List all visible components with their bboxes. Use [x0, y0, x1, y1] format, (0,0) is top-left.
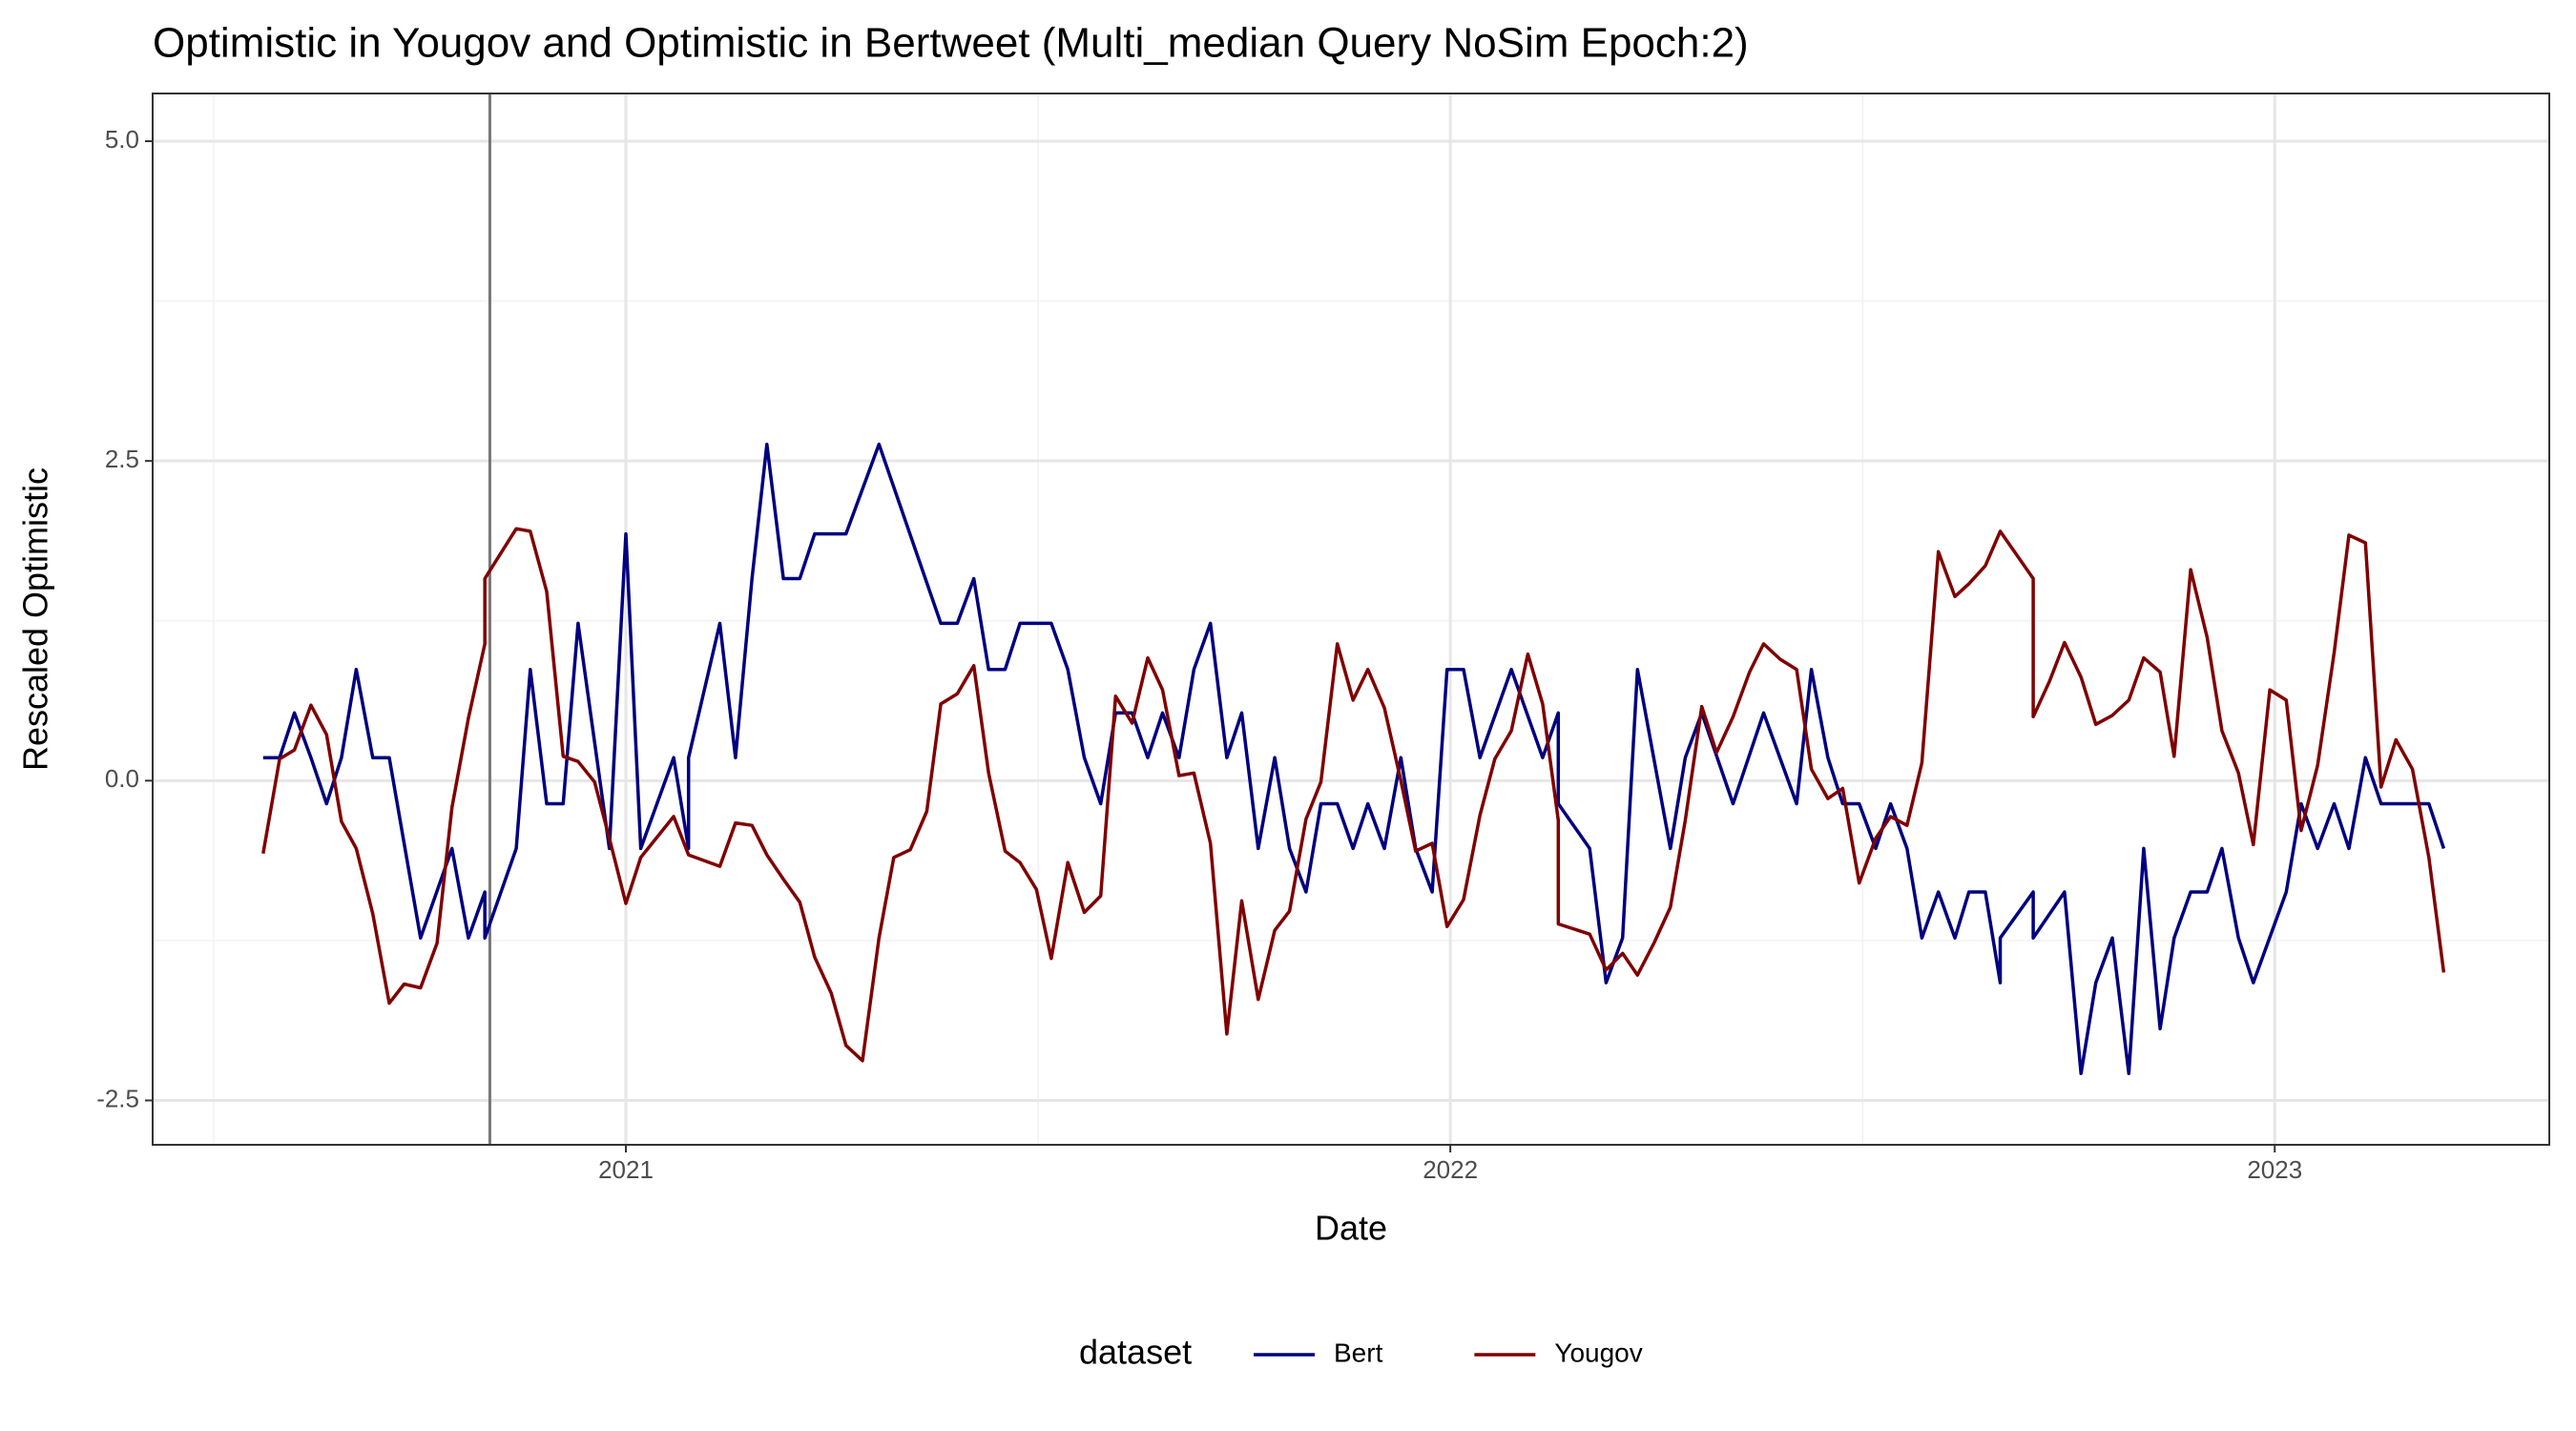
x-tick-label: 2022: [1423, 1155, 1478, 1184]
legend-label: Bert: [1334, 1338, 1383, 1367]
y-tick-label: 2.5: [105, 445, 139, 473]
y-tick-label: 0.0: [105, 764, 139, 793]
x-tick-label: 2021: [598, 1155, 654, 1184]
panel-border: [152, 93, 2550, 1146]
x-tick-label: 2023: [2247, 1155, 2302, 1184]
series-line: [262, 442, 2446, 1076]
x-axis-title: Date: [1315, 1209, 1387, 1248]
series-line: [261, 527, 2446, 1063]
chart-title: Optimistic in Yougov and Optimistic in B…: [153, 20, 1749, 67]
y-tick-label: -2.5: [96, 1084, 139, 1112]
legend-title: dataset: [1079, 1333, 1192, 1372]
y-tick-label: 5.0: [105, 125, 139, 154]
legend-label: Yougov: [1554, 1338, 1642, 1367]
y-axis-title: Rescaled Optimistic: [16, 467, 55, 771]
